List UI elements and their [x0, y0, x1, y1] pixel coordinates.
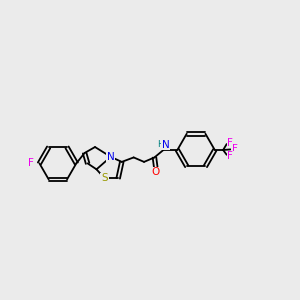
Text: O: O — [152, 167, 160, 177]
Text: F: F — [28, 158, 34, 168]
Text: S: S — [101, 173, 108, 183]
Text: H: H — [157, 140, 164, 149]
Text: F: F — [227, 138, 233, 148]
Text: N: N — [107, 152, 115, 162]
Text: N: N — [162, 140, 169, 150]
Text: F: F — [227, 151, 233, 161]
Text: F: F — [232, 144, 238, 154]
